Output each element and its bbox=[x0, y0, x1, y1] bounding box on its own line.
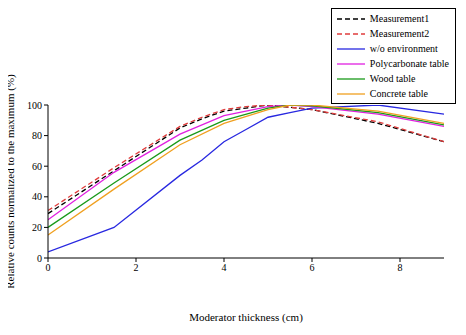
svg-text:4: 4 bbox=[222, 262, 227, 273]
svg-text:Moderator thickness (cm): Moderator thickness (cm) bbox=[189, 311, 303, 324]
svg-text:80: 80 bbox=[32, 130, 42, 141]
html-text:w/o environment: w/o environment bbox=[369, 43, 438, 54]
html-text:Wood table: Wood table bbox=[369, 73, 416, 84]
html-text:Measurement2: Measurement2 bbox=[369, 28, 430, 39]
svg-text:100: 100 bbox=[27, 100, 42, 111]
svg-text:20: 20 bbox=[32, 222, 42, 233]
svg-text:2: 2 bbox=[134, 262, 139, 273]
html-text:Concrete table: Concrete table bbox=[369, 88, 428, 99]
svg-text:6: 6 bbox=[310, 262, 315, 273]
svg-text:0: 0 bbox=[46, 262, 51, 273]
svg-text:40: 40 bbox=[32, 191, 42, 202]
html-text:Polycarbonate table: Polycarbonate table bbox=[369, 58, 449, 69]
svg-text:0: 0 bbox=[37, 253, 42, 264]
html-text:Measurement1: Measurement1 bbox=[369, 13, 430, 24]
svg-text:60: 60 bbox=[32, 161, 42, 172]
svg-text:Relative counts normalized to: Relative counts normalized to the maximu… bbox=[8, 74, 17, 289]
svg-text:8: 8 bbox=[398, 262, 403, 273]
